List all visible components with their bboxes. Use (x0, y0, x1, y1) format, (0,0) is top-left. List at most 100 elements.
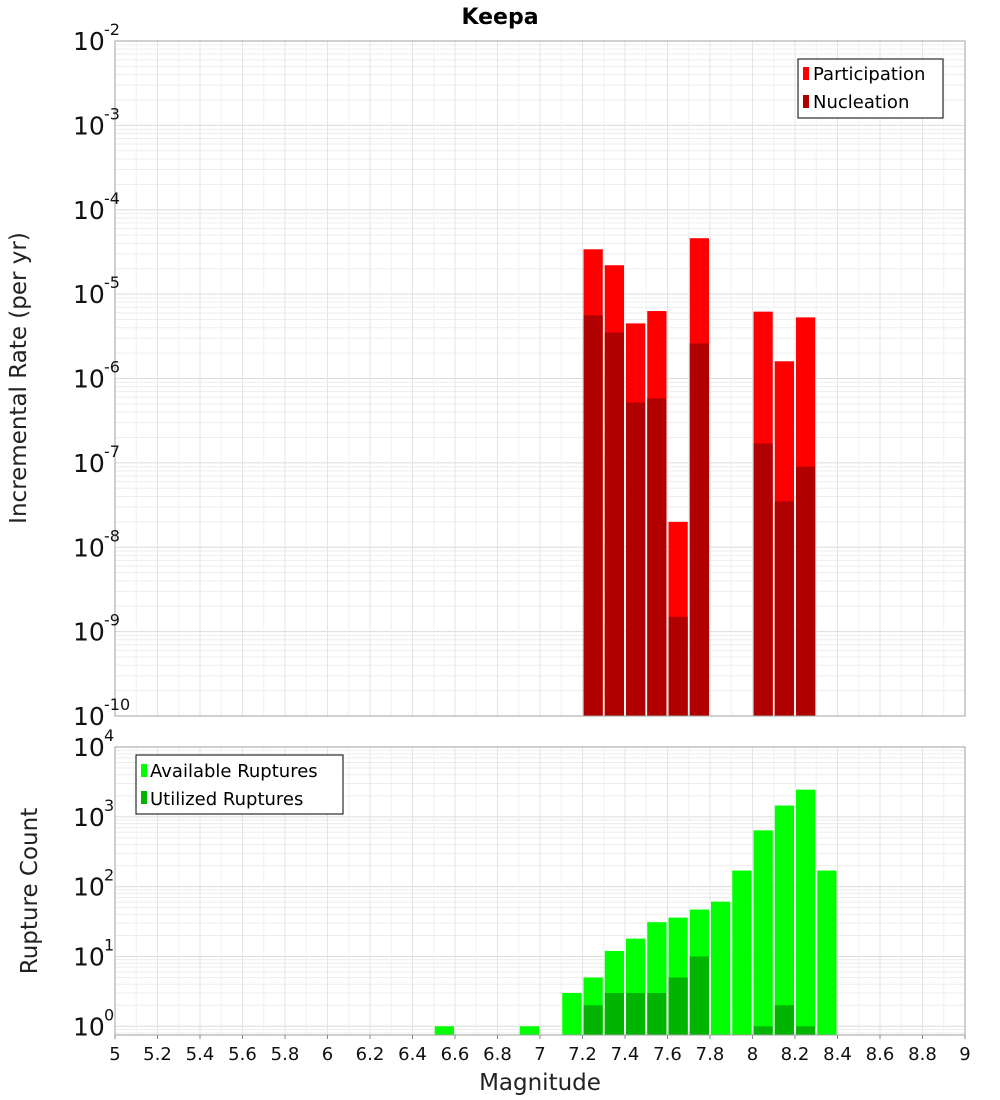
x-tick-label: 7 (534, 1044, 545, 1065)
rate-ytick-base: 10 (73, 702, 105, 731)
count-bar-utilized-ruptures-7.65 (668, 977, 688, 1035)
count-ytick-base: 10 (73, 733, 105, 762)
rate-ytick-base: 10 (73, 449, 105, 478)
x-axis-title: Magnitude (479, 1070, 601, 1096)
x-tick-label: 6.8 (483, 1044, 512, 1065)
rate-ytick-exponent: -5 (104, 273, 120, 292)
rate-bar-nucleation-7.75 (689, 343, 709, 716)
count-bar-utilized-ruptures-7.75 (689, 956, 709, 1035)
count-bar-available-ruptures-7.15 (562, 992, 582, 1035)
count-y-axis-title: Rupture Count (17, 808, 43, 974)
count-bar-utilized-ruptures-7.35 (604, 992, 624, 1035)
legend-swatch-participation (803, 67, 809, 80)
rate-ytick-exponent: -7 (104, 442, 120, 461)
rate-ytick-base: 10 (73, 533, 105, 562)
rate-ytick-base: 10 (73, 111, 105, 140)
rate-bar-nucleation-8.25 (796, 466, 816, 716)
rate-ytick-exponent: -10 (104, 695, 130, 714)
legend-swatch-utilized-ruptures (141, 791, 147, 804)
count-ytick-base: 10 (73, 942, 105, 971)
count-bar-utilized-ruptures-7.45 (626, 992, 646, 1035)
x-tick-label: 5.2 (143, 1044, 172, 1065)
x-tick-label: 7.8 (696, 1044, 725, 1065)
count-ytick-base: 10 (73, 1012, 105, 1041)
rate-ytick-base: 10 (73, 365, 105, 394)
rate-ytick-exponent: -8 (104, 526, 120, 545)
x-tick-label: 6.2 (356, 1044, 385, 1065)
count-bars (434, 789, 837, 1035)
x-tick-label: 5 (109, 1044, 120, 1065)
x-tick-label: 7.4 (611, 1044, 640, 1065)
count-bar-available-ruptures-7.85 (711, 901, 731, 1035)
count-bar-available-ruptures-8.35 (817, 870, 837, 1035)
count-ytick-exponent: 4 (104, 726, 114, 745)
rate-ytick-base: 10 (73, 618, 105, 647)
x-tick-label: 7.2 (568, 1044, 597, 1065)
legend-label-nucleation: Nucleation (813, 92, 909, 113)
rate-bar-nucleation-7.45 (626, 402, 646, 716)
rate-bar-nucleation-7.65 (668, 616, 688, 716)
rate-bar-nucleation-7.55 (647, 398, 667, 716)
count-bar-available-ruptures-8.05 (753, 830, 773, 1035)
legend-label-participation: Participation (813, 64, 925, 85)
x-tick-label: 5.4 (186, 1044, 215, 1065)
x-tick-label: 8.4 (823, 1044, 852, 1065)
count-bar-available-ruptures-6.95 (519, 1026, 539, 1035)
x-tick-label: 9 (959, 1044, 970, 1065)
count-ytick-exponent: 1 (104, 935, 114, 954)
rate-bar-nucleation-7.35 (604, 332, 624, 716)
rate-bars (583, 238, 816, 716)
rate-gridlines (114, 40, 966, 717)
x-tick-label: 6 (322, 1044, 333, 1065)
rate-ytick-exponent: -2 (104, 20, 120, 39)
rate-bar-nucleation-8.05 (753, 443, 773, 716)
x-tick-label: 7.6 (653, 1044, 682, 1065)
legend-swatch-nucleation (803, 95, 809, 108)
count-bar-available-ruptures-8.15 (774, 805, 794, 1035)
rate-ytick-base: 10 (73, 280, 105, 309)
count-bar-utilized-ruptures-7.55 (647, 992, 667, 1035)
count-ytick-exponent: 3 (104, 796, 114, 815)
rate-ytick-exponent: -6 (104, 358, 120, 377)
rate-bar-nucleation-7.25 (583, 315, 603, 716)
rate-ytick-exponent: -4 (104, 189, 120, 208)
rate-y-axis-title: Incremental Rate (per yr) (6, 232, 32, 524)
rate-plot-border (114, 40, 966, 717)
count-ytick-exponent: 2 (104, 866, 114, 885)
rate-legend: Participation Nucleation (797, 58, 944, 119)
x-tick-label: 8.8 (908, 1044, 937, 1065)
count-legend-box (135, 754, 344, 815)
count-bar-utilized-ruptures-8.05 (753, 1026, 773, 1035)
legend-label-available-ruptures: Available Ruptures (150, 761, 318, 782)
count-ytick-base: 10 (73, 803, 105, 832)
legend-swatch-available-ruptures (141, 764, 147, 777)
chart-title: Keepa (461, 5, 538, 30)
legend-label-utilized-ruptures: Utilized Ruptures (150, 789, 303, 810)
x-tick-label: 5.8 (271, 1044, 300, 1065)
x-tick-label: 6.4 (398, 1044, 427, 1065)
count-legend: Available Ruptures Utilized Ruptures (135, 754, 344, 815)
rate-ytick-exponent: -9 (104, 611, 120, 630)
x-tick-label: 8.2 (781, 1044, 810, 1065)
count-bar-utilized-ruptures-8.15 (774, 1005, 794, 1035)
x-ticks: 5 5.2 5.4 5.6 5.8 6 6.2 6.4 6.6 6.8 7 7.2 7.4 7.6 7.8 8… (109, 1035, 971, 1065)
count-bar-available-ruptures-6.55 (434, 1026, 454, 1035)
count-bar-available-ruptures-7.95 (732, 870, 752, 1035)
rate-legend-box (797, 58, 944, 119)
count-bar-utilized-ruptures-7.25 (583, 1005, 603, 1035)
count-bar-utilized-ruptures-8.25 (796, 1026, 816, 1035)
x-tick-label: 8 (747, 1044, 758, 1065)
count-bar-available-ruptures-8.25 (796, 789, 816, 1035)
rate-ytick-base: 10 (73, 196, 105, 225)
rate-ytick-base: 10 (73, 27, 105, 56)
count-ytick-exponent: 0 (104, 1005, 114, 1024)
rate-bar-nucleation-8.15 (774, 501, 794, 716)
x-tick-label: 5.6 (228, 1044, 257, 1065)
x-tick-label: 8.6 (866, 1044, 895, 1065)
rate-ytick-exponent: -3 (104, 104, 120, 123)
